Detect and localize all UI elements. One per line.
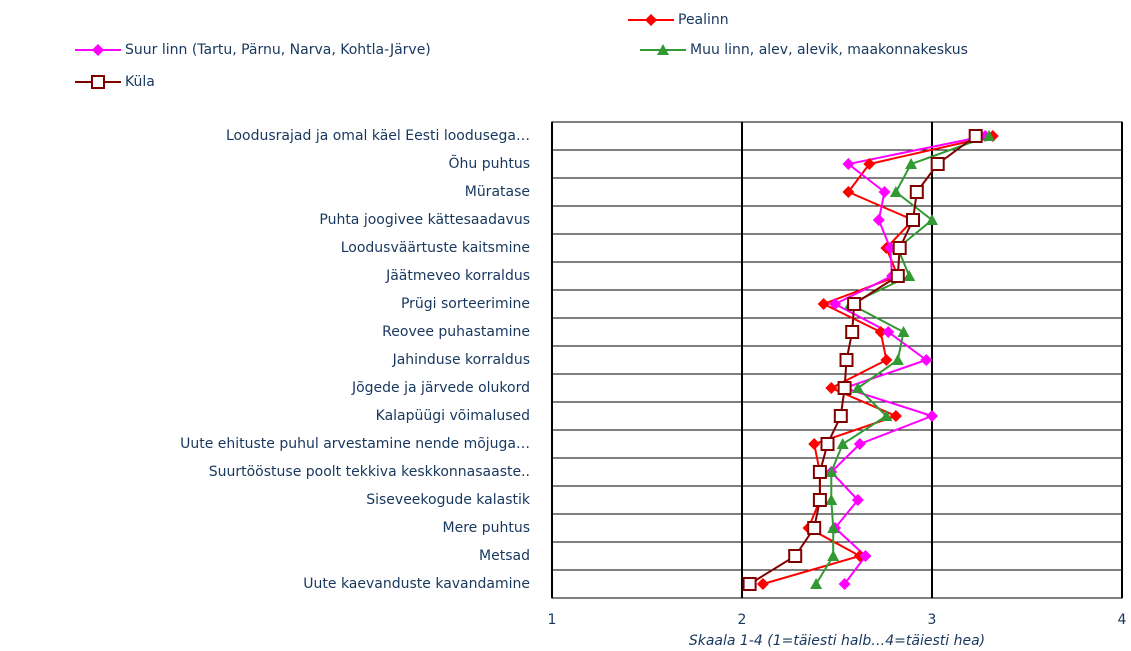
data-point	[851, 382, 864, 393]
y-tick-label: Õhu puhtus	[448, 155, 530, 172]
data-point	[897, 326, 910, 337]
data-point	[903, 270, 916, 281]
y-tick-label: Prügi sorteerimine	[401, 296, 530, 312]
legend-label: Suur linn (Tartu, Pärnu, Narva, Kohtla-J…	[125, 42, 431, 58]
data-point	[926, 410, 938, 422]
data-point	[788, 549, 803, 563]
data-point	[880, 354, 893, 366]
legend-label: Pealinn	[678, 12, 729, 28]
data-point	[820, 437, 835, 451]
legend-label: Küla	[125, 74, 155, 90]
data-point	[890, 269, 905, 283]
x-tick-label: 4	[1118, 612, 1127, 628]
x-tick-label: 1	[548, 612, 557, 628]
y-tick-label: Siseveekogude kalastik	[366, 492, 531, 508]
y-tick-label: Puhta joogivee kättesaadavus	[319, 212, 530, 228]
data-point	[829, 298, 842, 310]
y-tick-label: Jäätmeveo korraldus	[385, 268, 530, 284]
y-tick-label: Loodusväärtuste kaitsmine	[341, 240, 530, 256]
data-point	[968, 129, 983, 143]
legend-item: Pealinn	[628, 12, 729, 28]
data-point	[817, 298, 830, 310]
data-point	[906, 213, 920, 227]
data-point	[845, 325, 860, 339]
data-point	[812, 465, 827, 479]
data-point	[920, 354, 933, 366]
y-tick-label: Loodusrajad ja omal käel Eesti loodusega…	[226, 128, 530, 144]
data-point	[859, 550, 872, 562]
legend-item: Küla	[75, 74, 155, 90]
y-tick-label: Suurtööstuse poolt tekkiva keskkonnasaas…	[209, 464, 530, 480]
data-point	[930, 157, 945, 171]
y-tick-label: Jahinduse korraldus	[392, 352, 530, 368]
data-point	[838, 578, 851, 590]
legend-marker	[645, 14, 657, 26]
data-point	[833, 409, 848, 423]
data-point	[891, 354, 904, 365]
plot-area	[551, 121, 1123, 599]
data-point	[983, 130, 995, 141]
data-point	[909, 185, 924, 199]
data-point	[808, 438, 821, 450]
data-point	[874, 326, 887, 338]
data-point	[882, 326, 895, 338]
y-tick-label: Mere puhtus	[443, 520, 531, 536]
data-point	[892, 241, 907, 255]
y-tick-label: Reovee puhastamine	[382, 324, 530, 340]
data-point	[889, 186, 902, 197]
legend-marker	[92, 44, 104, 56]
data-point	[839, 353, 854, 367]
data-point	[872, 214, 885, 226]
data-point	[842, 158, 855, 170]
data-point	[926, 214, 938, 225]
data-point	[825, 494, 838, 505]
data-point	[905, 158, 918, 169]
data-point	[847, 297, 862, 311]
y-tick-label: Müratase	[465, 184, 530, 200]
data-point	[836, 438, 849, 449]
data-point	[756, 578, 769, 590]
x-tick-label: 2	[738, 612, 747, 628]
data-point	[827, 550, 840, 561]
data-point	[825, 382, 838, 394]
data-point	[853, 438, 866, 450]
legend-label: Muu linn, alev, alevik, maakonnakeskus	[690, 42, 968, 58]
legend-item: Suur linn (Tartu, Pärnu, Narva, Kohtla-J…	[75, 42, 431, 58]
x-tick-label: 3	[928, 612, 937, 628]
y-tick-label: Uute kaevanduste kavandamine	[303, 576, 530, 592]
data-point	[878, 186, 891, 198]
data-point	[827, 522, 840, 533]
x-axis-title: Skaala 1-4 (1=täiesti halb…4=täiesti hea…	[689, 633, 985, 649]
data-point	[863, 158, 876, 170]
legend-marker	[657, 44, 669, 55]
y-tick-label: Jõgede ja järvede olukord	[351, 380, 530, 396]
data-point	[810, 578, 823, 589]
data-point	[842, 186, 855, 198]
data-point	[825, 466, 838, 477]
data-point	[851, 494, 864, 506]
y-tick-label: Kalapüügi võimalused	[376, 408, 530, 424]
y-tick-label: Uute ehituste puhul arvestamine nende mõ…	[180, 436, 530, 452]
data-point	[812, 493, 827, 507]
data-point	[807, 521, 822, 535]
data-point	[837, 381, 852, 395]
legend-item: Muu linn, alev, alevik, maakonnakeskus	[640, 42, 968, 58]
data-point	[742, 577, 757, 591]
data-point	[880, 410, 893, 421]
y-tick-label: Metsad	[479, 548, 530, 564]
data-point	[889, 410, 902, 422]
legend-marker	[91, 75, 105, 89]
